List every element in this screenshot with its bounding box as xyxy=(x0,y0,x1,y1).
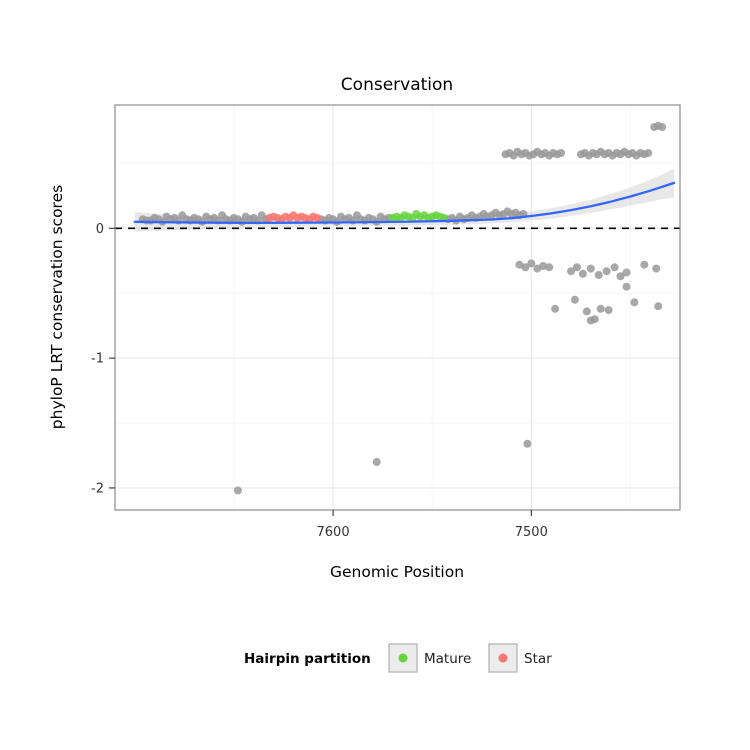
legend-title: Hairpin partition xyxy=(244,651,371,667)
chart-title: Conservation xyxy=(341,75,453,95)
smooth-line xyxy=(133,181,676,225)
point-star xyxy=(313,213,322,222)
y-axis-label: phyloP LRT conservation scores xyxy=(48,185,66,429)
point-gray xyxy=(527,259,536,268)
point-gray xyxy=(594,271,603,279)
point-gray xyxy=(582,307,591,316)
x-tick-label: 7500 xyxy=(515,525,548,540)
point-gray xyxy=(622,282,631,291)
axis-ticks: 7600 7500 0 -1 -2 xyxy=(91,222,548,540)
point-gray xyxy=(586,264,595,273)
point-gray xyxy=(539,262,548,270)
panel-border xyxy=(114,104,681,511)
y-tick-label: -1 xyxy=(91,352,104,367)
point-gray xyxy=(630,298,639,307)
point-gray xyxy=(654,302,663,311)
point-gray xyxy=(523,439,532,448)
point-gray xyxy=(372,458,381,466)
point-gray xyxy=(604,306,613,315)
point-gray xyxy=(640,260,649,269)
point-gray xyxy=(610,263,619,272)
point-gray xyxy=(557,149,566,157)
x-tick-label: 7600 xyxy=(317,525,350,540)
legend-key-star xyxy=(488,643,518,673)
x-axis-label: Genomic Position xyxy=(330,563,464,581)
gridlines-minor xyxy=(115,105,680,510)
point-gray xyxy=(658,123,667,132)
points-mature xyxy=(388,210,449,222)
point-gray xyxy=(652,264,661,273)
point-gray xyxy=(515,260,524,269)
y-tick-label: 0 xyxy=(96,222,104,237)
point-gray xyxy=(596,304,605,313)
points-star xyxy=(265,211,322,224)
plot-layers: 7600 7500 0 -1 -2 xyxy=(91,104,681,540)
legend: Hairpin partition Mature Star xyxy=(244,643,552,673)
point-gray xyxy=(622,268,631,277)
point-gray xyxy=(616,272,625,281)
point-gray xyxy=(602,267,611,276)
legend-label-star: Star xyxy=(524,651,552,667)
point-gray xyxy=(233,486,242,495)
legend-label-mature: Mature xyxy=(424,651,471,667)
point-gray xyxy=(545,263,554,272)
point-gray xyxy=(644,149,653,157)
legend-dot-mature-icon xyxy=(398,653,408,663)
legend-dot-star-icon xyxy=(498,653,508,663)
point-gray xyxy=(567,267,575,276)
point-gray xyxy=(551,304,560,313)
point-gray xyxy=(578,269,587,278)
point-gray xyxy=(572,263,581,272)
point-gray xyxy=(590,315,599,324)
y-tick-label: -2 xyxy=(91,481,104,496)
points-gray xyxy=(138,121,667,495)
point-gray xyxy=(570,295,579,304)
point-gray xyxy=(521,263,530,272)
